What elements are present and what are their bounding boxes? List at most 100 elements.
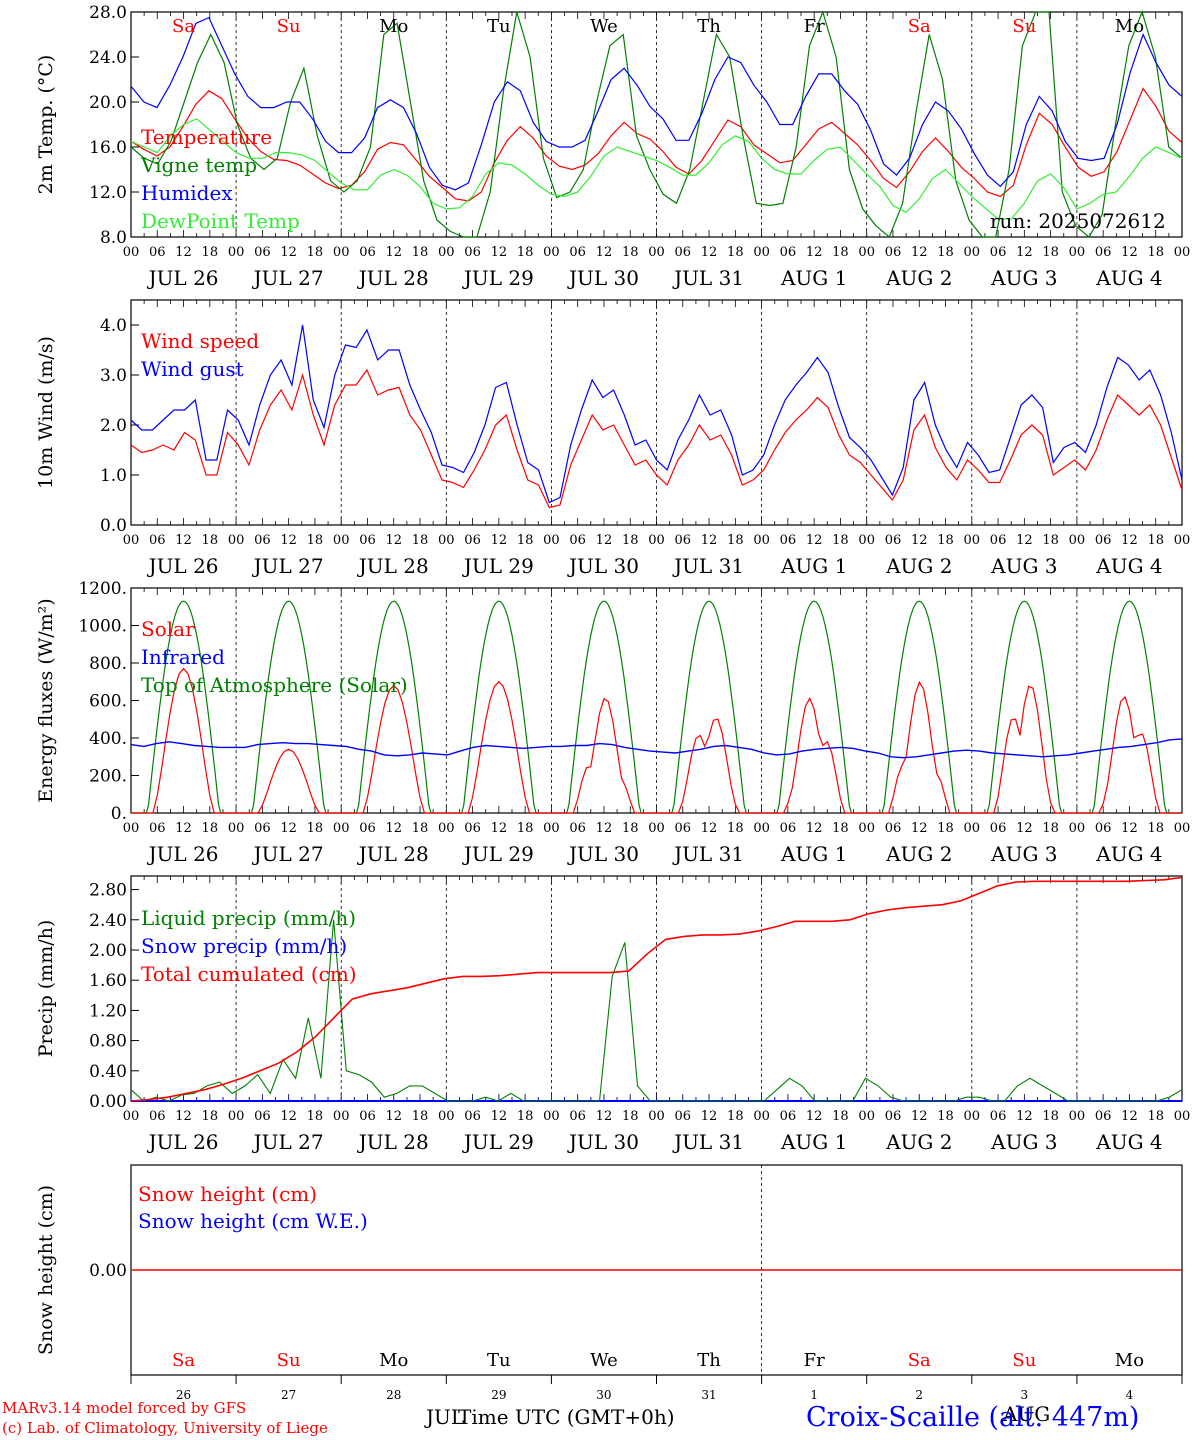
panel-0-hour-label: 18 — [937, 245, 954, 260]
snow-weekday-label: Sa — [908, 1350, 931, 1371]
panel-0-hour-label: 00 — [123, 245, 140, 260]
panel-3-hour-label: 12 — [806, 1109, 823, 1124]
panel-3-hour-label: 12 — [596, 1109, 613, 1124]
panel-2-hour-label: 12 — [280, 821, 297, 836]
panel-0-day-label: AUG 3 — [990, 266, 1057, 290]
snow-day-number: 1 — [810, 1388, 818, 1402]
panel-0-hour-label: 06 — [464, 245, 481, 260]
panel-3-legend-liquid-precip-mm-h-: Liquid precip (mm/h) — [141, 906, 356, 930]
panel-1-day-label: JUL 29 — [462, 554, 534, 578]
panel-0-hour-label: 12 — [1121, 245, 1138, 260]
panel-3-hour-label: 18 — [1042, 1109, 1059, 1124]
precip-series-cumulated — [130, 876, 1183, 1102]
panel-2-hour-label: 00 — [753, 821, 770, 836]
panel-3-hour-label: 00 — [123, 1109, 140, 1124]
panel-1-hour-label: 00 — [964, 533, 981, 548]
panel-3-hour-label: 06 — [885, 1109, 902, 1124]
panel-2-hour-label: 12 — [911, 821, 928, 836]
panel-1-ytick-label: 0.0 — [100, 516, 127, 536]
panel-1-legend-wind-speed: Wind speed — [141, 329, 259, 353]
month-label-aug: AUG — [1003, 1402, 1051, 1426]
panel-3-ytick-label: 0.00 — [89, 1092, 127, 1112]
snow-day-number: 3 — [1021, 1388, 1029, 1402]
panel-1-day-label: JUL 26 — [147, 554, 219, 578]
panel-3-ytick-label: 1.20 — [89, 1001, 127, 1021]
panel-1-day-label: JUL 31 — [672, 554, 744, 578]
panel-1-hour-label: 06 — [569, 533, 586, 548]
panel-3-hour-label: 12 — [385, 1109, 402, 1124]
panel-3-hour-label: 00 — [753, 1109, 770, 1124]
panel-3-hour-label: 00 — [1174, 1109, 1191, 1124]
panel-0-hour-label: 18 — [412, 245, 429, 260]
panel-2-day-label: AUG 3 — [990, 842, 1057, 866]
panel-2-day-label: JUL 29 — [462, 842, 534, 866]
panel-1-ytick-label: 4.0 — [100, 316, 127, 336]
panel-2-hour-label: 00 — [964, 821, 981, 836]
snow-weekday-label: Mo — [1115, 1350, 1144, 1371]
panel-0-ytick-label: 28.0 — [89, 3, 127, 23]
panel-1-hour-label: 12 — [1121, 533, 1138, 548]
panel-3-legend-snow-precip-mm-h-: Snow precip (mm/h) — [141, 934, 347, 958]
panel-0-ytick-label: 24.0 — [89, 48, 127, 68]
panel-1-hour-label: 18 — [1042, 533, 1059, 548]
panel-0-hour-label: 00 — [333, 245, 350, 260]
panel-0-hour-label: 06 — [780, 245, 797, 260]
weekday-label: Sa — [172, 16, 195, 37]
panel-2-hour-label: 06 — [254, 821, 271, 836]
panel-0-hour-label: 06 — [1095, 245, 1112, 260]
panel-2-frame — [130, 587, 1183, 814]
panel-0-hour-label: 06 — [254, 245, 271, 260]
panel-0-hour-label: 00 — [648, 245, 665, 260]
temp-series-humidex — [130, 16, 1183, 191]
panel-0-day-label: AUG 1 — [780, 266, 847, 290]
snow-day-number: 2 — [915, 1388, 923, 1402]
panel-0-hour-label: 12 — [596, 245, 613, 260]
temp-series-vigne-temp — [130, 10, 1183, 238]
panel-0-hour-label: 12 — [491, 245, 508, 260]
panel-1-ytick-label: 1.0 — [100, 466, 127, 486]
panel-0-ytick-label: 16.0 — [89, 138, 127, 158]
wind-series-wind-gust — [130, 324, 1183, 504]
snow-day-number: 27 — [281, 1388, 296, 1402]
panel-2-ytick-label: 1000. — [78, 617, 127, 637]
panel-4-legend-snow-height-cm-w-e-: Snow height (cm W.E.) — [138, 1209, 368, 1233]
panel-1-hour-label: 18 — [622, 533, 639, 548]
panel-2-hour-label: 06 — [569, 821, 586, 836]
panel-3-hour-label: 18 — [727, 1109, 744, 1124]
panel-1-hour-label: 00 — [543, 533, 560, 548]
panel-0-hour-label: 00 — [1174, 245, 1191, 260]
panel-3-hour-label: 00 — [1069, 1109, 1086, 1124]
panel-2-hour-label: 06 — [1095, 821, 1112, 836]
panel-2-hour-label: 06 — [780, 821, 797, 836]
panel-0-hour-label: 18 — [517, 245, 534, 260]
panel-0-hour-label: 18 — [622, 245, 639, 260]
snow-weekday-label: Mo — [379, 1350, 408, 1371]
panel-2-hour-label: 18 — [202, 821, 219, 836]
panel-1-ylabel: 10m Wind (m/s) — [35, 336, 57, 489]
panel-1-ytick-label: 3.0 — [100, 366, 127, 386]
panel-1-day-label: AUG 4 — [1095, 554, 1162, 578]
panel-2-legend-solar: Solar — [141, 617, 195, 641]
panel-4-ytick-label: 0.00 — [89, 1261, 127, 1281]
panel-1-hour-label: 18 — [202, 533, 219, 548]
panel-2-hour-label: 12 — [1016, 821, 1033, 836]
panel-3-day-label: JUL 26 — [147, 1130, 219, 1154]
panel-0-hour-label: 00 — [753, 245, 770, 260]
panel-3-hour-label: 12 — [911, 1109, 928, 1124]
snow-day-number: 30 — [596, 1388, 611, 1402]
panel-0-hour-label: 12 — [911, 245, 928, 260]
precip-series-liquid — [130, 919, 1183, 1102]
panel-2-ytick-label: 0. — [111, 804, 127, 824]
panel-0-legend-vigne-temp: Vigne temp — [140, 153, 257, 177]
panel-1-hour-label: 12 — [491, 533, 508, 548]
panel-0-hour-label: 00 — [858, 245, 875, 260]
panel-1-hour-label: 12 — [806, 533, 823, 548]
lab-credit: (c) Lab. of Climatology, University of L… — [2, 1419, 328, 1437]
panel-2-hour-label: 06 — [990, 821, 1007, 836]
panel-1-hour-label: 12 — [1016, 533, 1033, 548]
temp-series-temperature — [130, 87, 1183, 202]
snow-day-number: 31 — [701, 1388, 716, 1402]
panel-2-hour-label: 12 — [491, 821, 508, 836]
panel-1-ytick-label: 2.0 — [100, 416, 127, 436]
panel-3-hour-label: 18 — [307, 1109, 324, 1124]
